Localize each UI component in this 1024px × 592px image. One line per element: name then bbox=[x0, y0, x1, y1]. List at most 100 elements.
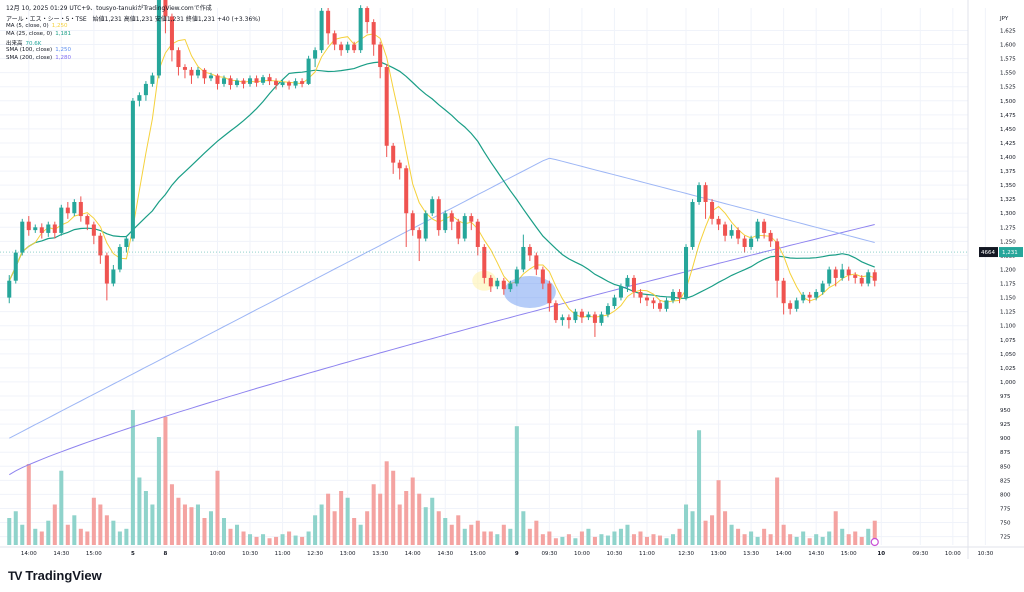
y-tick-label: 825 bbox=[1000, 478, 1011, 484]
volume-bar bbox=[137, 477, 142, 545]
volume-bar bbox=[163, 416, 168, 545]
candle-body bbox=[762, 221, 767, 233]
volume-bar bbox=[378, 493, 383, 545]
volume-bar bbox=[749, 531, 754, 545]
candle-body bbox=[456, 221, 461, 239]
tradingview-brand[interactable]: TV TradingView bbox=[8, 568, 102, 583]
candle-body bbox=[59, 207, 64, 233]
volume-bar bbox=[775, 477, 780, 545]
y-tick-label: 1,625 bbox=[1000, 28, 1016, 34]
candle-body bbox=[723, 224, 728, 236]
volume-bar bbox=[566, 534, 571, 545]
candle-body bbox=[443, 213, 448, 231]
indicator-label: MA (5, close, 0) bbox=[6, 23, 49, 29]
volume-bar bbox=[703, 520, 708, 545]
volume-bar bbox=[436, 511, 441, 545]
x-tick-label: 11:00 bbox=[639, 551, 655, 557]
volume-bar bbox=[449, 524, 454, 545]
volume-bar bbox=[39, 531, 44, 545]
volume-bar bbox=[631, 534, 636, 545]
candle-body bbox=[319, 10, 324, 51]
candle-body bbox=[261, 77, 266, 83]
indicator-value: 1,250 bbox=[55, 47, 71, 53]
candle-body bbox=[657, 303, 663, 309]
candle-body bbox=[313, 50, 318, 59]
y-tick-label: 1,150 bbox=[1000, 296, 1016, 302]
y-tick-label: 900 bbox=[1000, 436, 1011, 442]
volume-bar bbox=[221, 518, 227, 545]
candle-body bbox=[716, 218, 721, 225]
y-tick-label: 850 bbox=[1000, 464, 1011, 470]
candle-body bbox=[202, 69, 207, 79]
volume-bar bbox=[417, 493, 422, 545]
volume-bar bbox=[814, 534, 819, 545]
volume-bar bbox=[313, 515, 318, 545]
y-tick-label: 875 bbox=[1000, 450, 1011, 456]
candle-body bbox=[345, 44, 350, 51]
volume-bar bbox=[651, 534, 656, 545]
candle-body bbox=[560, 317, 565, 321]
y-tick-label: 775 bbox=[1000, 506, 1011, 512]
indicator-legend-row[interactable]: MA (5, close, 0) 1,250 bbox=[6, 23, 67, 29]
candle-body bbox=[866, 272, 871, 284]
candle-body bbox=[631, 277, 636, 292]
volume-bar bbox=[78, 528, 83, 545]
volume-bar bbox=[514, 426, 519, 545]
x-tick-label: 13:30 bbox=[743, 551, 759, 557]
volume-bar bbox=[612, 531, 617, 545]
candle-body bbox=[703, 185, 708, 202]
volume-bar bbox=[117, 531, 122, 545]
volume-bar bbox=[625, 524, 630, 545]
candle-body bbox=[449, 213, 454, 222]
candle-body bbox=[547, 283, 552, 304]
axis-layer: 1,625 1,600 1,575 1,550 1,525 1,500 1,475 1,450… bbox=[0, 0, 1024, 559]
candle-body bbox=[267, 77, 272, 82]
volume-bar bbox=[156, 437, 161, 545]
indicator-legend-row[interactable]: 出来高 70.6K bbox=[6, 39, 41, 47]
candle-body bbox=[384, 67, 389, 146]
y-tick-label: 1,425 bbox=[1000, 141, 1016, 147]
volume-badge bbox=[979, 247, 998, 258]
candle-body bbox=[430, 199, 435, 214]
y-tick-label: 950 bbox=[1000, 408, 1011, 414]
volume-bar bbox=[872, 520, 877, 545]
volume-bar bbox=[267, 538, 272, 545]
candle-body bbox=[254, 78, 259, 83]
volume-bar bbox=[547, 531, 552, 545]
indicator-legend-row[interactable]: SMA (200, close) 1,280 bbox=[6, 55, 71, 61]
candle-body bbox=[749, 238, 754, 247]
candle-body bbox=[872, 272, 877, 281]
volume-bar bbox=[755, 536, 760, 545]
candle-body bbox=[755, 221, 760, 239]
volume-bar bbox=[781, 524, 786, 545]
candle-body bbox=[189, 69, 194, 76]
candle-body bbox=[605, 306, 610, 315]
volume-bar bbox=[677, 528, 682, 545]
volume-bar bbox=[430, 497, 435, 545]
indicator-legend-row[interactable]: SMA (100, close) 1,250 bbox=[6, 47, 71, 53]
volume-bar bbox=[195, 504, 200, 545]
candle-body bbox=[195, 69, 200, 76]
candle-body bbox=[508, 283, 513, 290]
candle-body bbox=[91, 224, 96, 236]
candle-body bbox=[241, 80, 246, 84]
candle-body bbox=[365, 8, 370, 23]
ma25-line bbox=[8, 61, 875, 299]
volume-bar bbox=[527, 528, 532, 545]
candle-body bbox=[521, 246, 526, 270]
volume-bar bbox=[690, 511, 695, 545]
indicator-legend-row[interactable]: MA (25, close, 0) 1,181 bbox=[6, 31, 71, 37]
volume-bar bbox=[234, 524, 240, 545]
y-tick-label: 1,375 bbox=[1000, 169, 1016, 175]
volume-bar bbox=[391, 470, 396, 545]
volume-bar bbox=[710, 515, 715, 545]
candle-body bbox=[495, 280, 500, 287]
brand-name: TradingView bbox=[25, 568, 102, 583]
candle-body bbox=[423, 213, 428, 239]
y-tick-label: 1,050 bbox=[1000, 352, 1016, 358]
volume-bar bbox=[670, 534, 676, 545]
candle-body bbox=[488, 277, 493, 287]
candle-body bbox=[391, 145, 396, 163]
